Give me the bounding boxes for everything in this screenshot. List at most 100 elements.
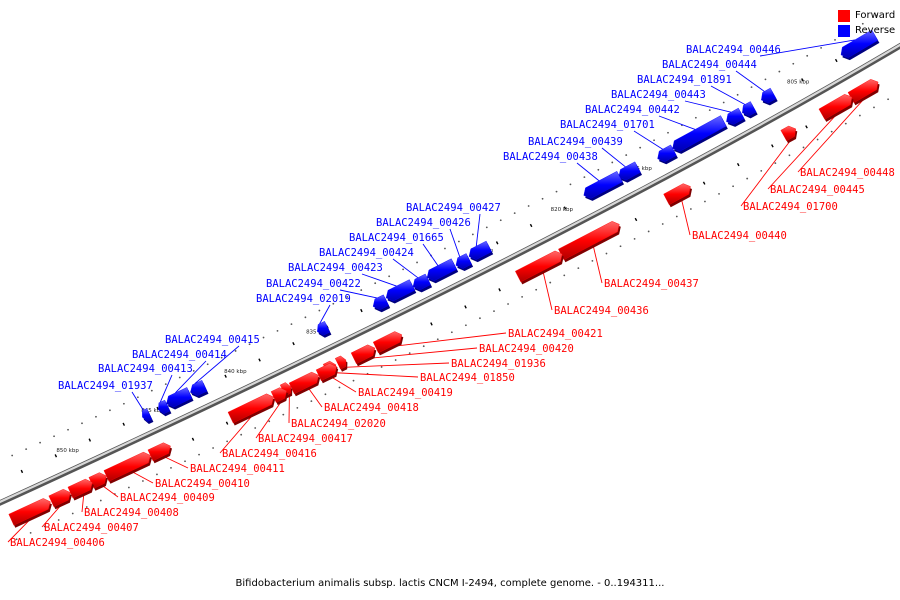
gene-feature[interactable] <box>317 321 331 336</box>
guide-dot <box>67 428 69 431</box>
gene-label[interactable]: BALAC2494_00424 <box>319 247 414 259</box>
gene-label[interactable]: BALAC2494_00436 <box>554 305 649 317</box>
gene-label[interactable]: BALAC2494_01700 <box>743 201 838 213</box>
gene-feature[interactable] <box>270 387 287 403</box>
gene-feature[interactable] <box>67 478 93 499</box>
gene-feature[interactable] <box>515 250 563 283</box>
guide-dot <box>633 237 636 240</box>
gene-label[interactable]: BALAC2494_00415 <box>165 334 260 346</box>
gene-label[interactable]: BALAC2494_00410 <box>155 478 250 490</box>
gene-feature[interactable] <box>426 258 457 281</box>
gene-feature[interactable] <box>455 253 472 269</box>
gene-feature[interactable] <box>742 101 757 117</box>
guide-dot <box>282 413 285 416</box>
gene-feature[interactable] <box>227 393 274 424</box>
guide-dot <box>861 22 864 25</box>
gene-feature[interactable] <box>840 29 879 58</box>
gene-label[interactable]: BALAC2494_01701 <box>560 119 655 131</box>
gene-label[interactable]: BALAC2494_01850 <box>420 372 515 384</box>
gene-feature[interactable] <box>761 87 777 104</box>
gene-label[interactable]: BALAC2494_00417 <box>258 433 353 445</box>
gene-feature[interactable] <box>88 472 107 489</box>
gene-feature[interactable] <box>372 331 403 354</box>
gene-feature[interactable] <box>583 171 623 199</box>
gene-label[interactable]: BALAC2494_00423 <box>288 262 383 274</box>
label-leader <box>542 270 553 311</box>
gene-label[interactable]: BALAC2494_00420 <box>479 343 574 355</box>
gene-feature[interactable] <box>372 294 389 310</box>
guide-dot <box>388 275 391 278</box>
gene-feature[interactable] <box>279 382 292 397</box>
guide-dot <box>844 122 847 125</box>
gene-label[interactable]: BALAC2494_02020 <box>291 418 386 430</box>
gene-feature[interactable] <box>350 344 376 364</box>
gene-label[interactable]: BALAC2494_00419 <box>358 387 453 399</box>
gene-label[interactable]: BALAC2494_00439 <box>528 136 623 148</box>
gene-feature[interactable] <box>663 183 691 205</box>
gene-feature[interactable] <box>288 371 319 395</box>
gene-feature[interactable] <box>315 363 337 381</box>
gene-feature[interactable] <box>412 273 431 291</box>
gene-feature[interactable] <box>142 408 153 422</box>
label-leader <box>391 332 507 347</box>
label-leader <box>162 455 189 469</box>
gene-feature[interactable] <box>166 387 193 408</box>
gene-label[interactable]: BALAC2494_00427 <box>406 202 501 214</box>
gene-label[interactable]: BALAC2494_00418 <box>324 402 419 414</box>
gene-feature[interactable] <box>103 451 151 482</box>
gene-label[interactable]: BALAC2494_00446 <box>686 44 781 56</box>
gene-feature[interactable] <box>8 498 51 526</box>
gene-label[interactable]: BALAC2494_02019 <box>256 293 351 305</box>
gene-label[interactable]: BALAC2494_00414 <box>132 349 227 361</box>
guide-dot <box>736 93 739 96</box>
gene-label[interactable]: BALAC2494_00406 <box>10 537 105 549</box>
gene-label[interactable]: BALAC2494_01937 <box>58 380 153 392</box>
gene-feature[interactable] <box>847 79 879 104</box>
gene-label[interactable]: BALAC2494_01891 <box>637 74 732 86</box>
guide-dot <box>136 396 139 399</box>
guide-dot <box>184 460 186 463</box>
gene-feature[interactable] <box>558 221 620 261</box>
gene-label[interactable]: BALAC2494_00438 <box>503 151 598 163</box>
gene-feature[interactable] <box>818 94 853 120</box>
gene-label[interactable]: BALAC2494_01936 <box>451 358 546 370</box>
gene-label[interactable]: BALAC2494_00443 <box>611 89 706 101</box>
guide-dot <box>750 86 753 89</box>
gene-label[interactable]: BALAC2494_00445 <box>770 184 865 196</box>
gene-feature[interactable] <box>158 399 171 414</box>
gene-label[interactable]: BALAC2494_00422 <box>266 278 361 290</box>
gene-feature[interactable] <box>48 488 71 508</box>
gene-feature[interactable] <box>780 125 797 142</box>
gene-feature[interactable] <box>672 115 727 152</box>
gene-label[interactable]: BALAC2494_00409 <box>120 492 215 504</box>
tick-mark <box>634 217 638 222</box>
gene-label[interactable]: BALAC2494_00416 <box>222 448 317 460</box>
guide-dot <box>583 176 586 178</box>
gene-label[interactable]: BALAC2494_00413 <box>98 363 193 375</box>
gene-feature[interactable] <box>147 442 171 462</box>
gene-label[interactable]: BALAC2494_00440 <box>692 230 787 242</box>
gene-label[interactable]: BALAC2494_00407 <box>44 522 139 534</box>
gene-feature[interactable] <box>190 380 208 396</box>
gene-label[interactable]: BALAC2494_00411 <box>190 463 285 475</box>
gene-feature[interactable] <box>468 240 492 260</box>
gene-label[interactable]: BALAC2494_01665 <box>349 232 444 244</box>
guide-dot <box>485 226 488 229</box>
gene-label[interactable]: BALAC2494_00421 <box>508 328 603 340</box>
gene-label[interactable]: BALAC2494_00448 <box>800 167 895 179</box>
gene-feature[interactable] <box>657 144 677 162</box>
guide-dot <box>142 480 144 482</box>
guide-dot <box>887 98 890 101</box>
gene-label[interactable]: BALAC2494_00444 <box>662 59 757 71</box>
gene-feature[interactable] <box>618 161 641 181</box>
tick-mark <box>88 438 92 442</box>
guide-dot <box>450 331 453 334</box>
gene-label[interactable]: BALAC2494_00442 <box>585 104 680 116</box>
gene-label[interactable]: BALAC2494_00437 <box>604 278 699 290</box>
gene-feature[interactable] <box>385 279 416 302</box>
gene-feature[interactable] <box>726 107 745 125</box>
gene-label[interactable]: BALAC2494_00426 <box>376 217 471 229</box>
gene-feature[interactable] <box>334 355 347 370</box>
gene-label[interactable]: BALAC2494_00408 <box>84 507 179 519</box>
guide-dot <box>408 352 411 355</box>
